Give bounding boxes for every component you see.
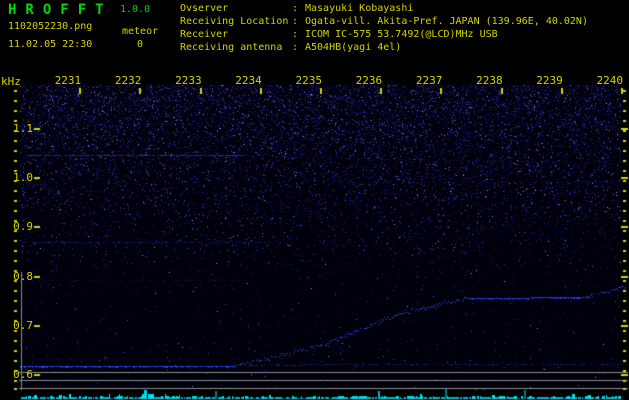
time-tick-label: 2237 xyxy=(415,74,443,87)
freq-tick-label: 0.6 xyxy=(13,368,33,381)
info-value: Masayuki Kobayashi xyxy=(305,3,414,14)
output-filename: 1102052230.png xyxy=(8,21,93,32)
info-value: Ogata-vill. Akita-Pref. JAPAN (139.96E, … xyxy=(305,16,588,27)
time-tick-label: 2235 xyxy=(295,74,323,87)
datetime-label: 11.02.05 22:30 xyxy=(8,39,93,50)
colon-separator: : xyxy=(292,16,299,27)
freq-tick-label: 0.8 xyxy=(13,269,33,283)
time-tick-label: 2238 xyxy=(476,74,503,87)
info-label: Ovserver xyxy=(180,3,229,14)
time-tick-label: 2240 xyxy=(596,74,624,87)
info-value: ICOM IC-575 53.7492(@LCD)MHz USB xyxy=(305,29,498,40)
time-tick-label: 2232 xyxy=(114,74,142,87)
info-row-location: Receiving Location: Ogata-vill. Akita-Pre… xyxy=(180,15,588,28)
time-tick-label: 2236 xyxy=(355,74,383,87)
mode-label: meteor xyxy=(122,26,159,37)
info-label: Receiver xyxy=(180,29,229,40)
info-row-receiver: Receiver: ICOM IC-575 53.7492(@LCD)MHz US… xyxy=(180,28,588,41)
time-tick-label: 2239 xyxy=(536,74,563,87)
colon-separator: : xyxy=(292,3,299,14)
time-tick-label: 2234 xyxy=(235,74,262,87)
time-tick-label: 2233 xyxy=(175,74,202,87)
app-title: HROFFT xyxy=(8,2,113,18)
freq-tick-label: 1.0 xyxy=(13,171,33,185)
freq-tick-label: 0.7 xyxy=(13,318,33,332)
colon-separator: : xyxy=(292,29,299,40)
app-version: 1.0.0 xyxy=(120,4,151,15)
time-tick-label: 2231 xyxy=(54,74,82,87)
freq-axis-unit: kHz xyxy=(1,75,21,88)
colon-separator: : xyxy=(292,42,299,53)
info-label: Receiving Location xyxy=(180,16,289,27)
info-row-observer: Ovserver: Masayuki Kobayashi xyxy=(180,2,588,15)
info-row-antenna: Receiving antenna: A504HB(yagi 4el) xyxy=(180,41,588,54)
info-label: Receiving antenna xyxy=(180,42,283,53)
freq-tick-label: 0.9 xyxy=(13,220,33,234)
meteor-count: 0 xyxy=(136,39,144,50)
freq-tick-label: 1.1 xyxy=(13,122,33,135)
station-info: Ovserver: Masayuki Kobayashi Receiving Lo… xyxy=(180,2,588,54)
info-value: A504HB(yagi 4el) xyxy=(305,42,402,53)
